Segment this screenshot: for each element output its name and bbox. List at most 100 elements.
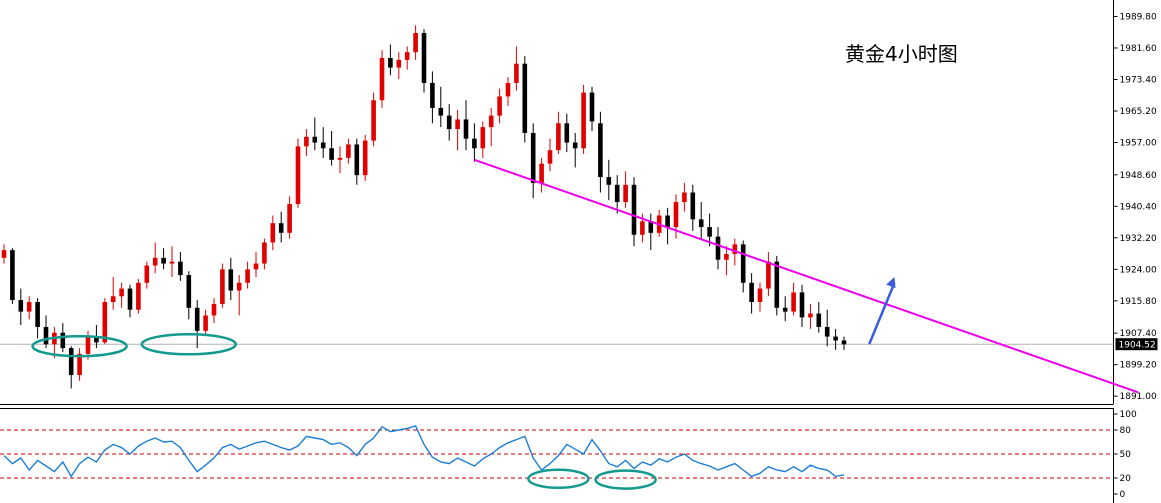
main-y-tick-label: 1915.80 [1120,297,1157,307]
candle [26,296,32,320]
candle-body [396,59,402,68]
sub-y-tick-label: 80 [1120,426,1132,436]
candle-body [581,92,586,149]
highlight-ellipse [594,469,657,490]
main-price-panel: 1989.80 1981.60 1973.40 1965.20 1957.00 1948.… [0,0,1158,405]
candle [362,134,368,181]
main-y-tick-label: 1973.40 [1120,75,1157,85]
candle [589,86,595,131]
candle [1,244,7,264]
candle [530,123,536,199]
candle [127,284,133,318]
candle-body [278,223,284,233]
candle-body [547,150,553,164]
candle-body [732,244,738,254]
candle-body [144,265,150,283]
candle-body [186,275,192,308]
candle [404,46,410,70]
candle [371,92,376,147]
candle [724,246,729,276]
candle [430,71,435,124]
candle [614,175,620,214]
candle [791,282,796,316]
candle-body [715,236,721,260]
candle [698,202,704,239]
highlight-ellipse [140,333,238,356]
candle-body [413,32,418,53]
candle-body [707,227,712,237]
candle-body [682,192,687,203]
price-tag-background [1115,338,1158,351]
candle [186,271,192,320]
chart-title: 黄金4小时图 [845,42,958,66]
candle [455,109,460,151]
candle-body [455,119,460,130]
candle [236,275,242,316]
up-arrow [868,277,896,345]
candle [581,84,586,155]
main-y-tick-label: 1932.20 [1120,234,1157,244]
candle [816,302,822,333]
candle [631,177,637,247]
candle [136,278,141,314]
candle-body [606,177,612,185]
candle-body [119,288,124,297]
trendline [474,158,1139,394]
candle [52,326,57,358]
candle-body [354,144,360,176]
candle [623,171,628,208]
candle-body [774,261,780,308]
candle-body [757,288,763,302]
candle-body [446,115,452,130]
candle [354,138,360,185]
candle [278,211,284,243]
candle-body [102,302,108,343]
candle-body [194,307,200,331]
candle [379,50,385,108]
candle [161,248,166,270]
candle [799,284,805,327]
candle-body [253,263,259,270]
candle-body [337,157,343,160]
candle [833,328,838,351]
candle-body [614,184,620,203]
candle [178,252,183,281]
main-y-tick-label: 1924.00 [1120,265,1157,275]
candle [824,309,830,347]
candle [690,184,696,231]
candle-body [631,184,637,235]
candle [572,132,578,168]
candle [152,242,158,274]
candle [262,238,267,270]
candle [505,77,511,106]
candle-body [648,221,654,233]
candle-body [404,52,410,60]
candle-body [623,184,628,203]
candle-body [136,282,141,310]
candle [270,215,276,251]
candle-body [60,332,66,349]
candle [312,117,318,151]
candle [766,252,771,297]
candle-body [749,282,754,302]
candle-body [833,336,838,341]
candle [514,46,519,91]
candle-body [211,303,217,316]
highlight-ellipse [527,468,590,490]
candle-body [589,92,595,122]
candle-body [598,123,603,178]
candle [740,240,746,293]
candle [169,246,175,278]
candle [304,129,309,156]
candle-body [329,148,334,160]
candle-body [430,82,435,108]
candle-body [169,261,175,264]
candle-body [10,250,15,301]
candle-body [572,142,578,149]
candle-body [766,261,771,289]
sub-y-tick-label: 100 [1120,410,1137,420]
candle-body [68,348,74,376]
arrow-shaft [868,282,896,345]
candle [295,138,301,208]
price-tag-label: 1904.52 [1119,341,1156,351]
